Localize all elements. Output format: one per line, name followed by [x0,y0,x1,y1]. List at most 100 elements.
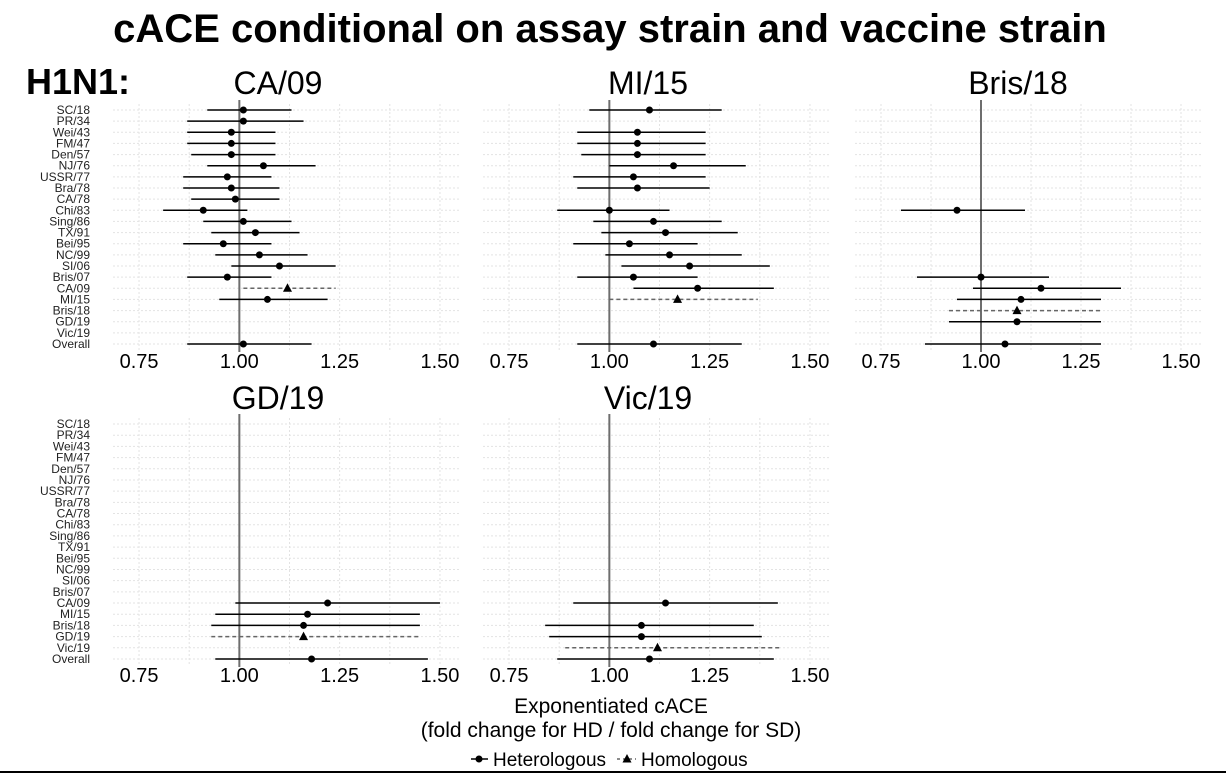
point-estimate-homologous [299,631,309,641]
point-estimate-heterologous [227,184,235,192]
x-tick-label: 1.50 [790,351,829,373]
category-label: NJ/76 [59,159,91,173]
point-estimate-heterologous [1001,340,1009,348]
point-estimate-heterologous [255,251,263,259]
panel-Vic-19: Vic/19 0.75 1.00 1.25 1.50 [483,380,830,687]
x-tick-label: 1.00 [220,665,259,687]
category-label: Den/57 [51,148,90,162]
category-label: Vic/19 [57,326,90,340]
bottom-rule [0,771,1226,773]
legend-heterologous-label: Heterologous [493,750,606,771]
point-estimate-heterologous [231,195,239,203]
point-estimate-heterologous [239,106,247,114]
x-axis-subtitle: (fold change for HD / fold change for SD… [421,719,802,742]
panel-grid [483,418,830,665]
category-label: Bei/95 [56,237,90,251]
category-label: USSR/77 [40,484,90,498]
panel-title: MI/15 [608,65,688,101]
point-estimate-heterologous [645,655,653,663]
x-tick-label: 1.00 [220,351,259,373]
category-label: TX/91 [58,226,90,240]
point-estimate-heterologous [219,240,227,248]
category-label: Vic/19 [57,641,90,655]
x-tick-labels: 0.75 1.00 1.25 1.50 [120,665,460,687]
point-estimate-heterologous [223,173,231,181]
category-label: GD/19 [55,315,90,329]
legend-homologous-label: Homologous [641,750,748,771]
x-tick-label: 0.75 [490,351,529,373]
category-label: Overall [52,337,90,351]
point-estimate-heterologous [199,206,207,214]
x-tick-label: 0.75 [490,665,529,687]
category-label: Chi/83 [55,518,90,532]
point-estimate-heterologous [662,599,670,607]
category-label: NC/99 [56,562,90,576]
point-estimate-heterologous [275,262,283,270]
category-label: CA/09 [57,596,91,610]
point-estimate-heterologous [637,633,645,641]
x-tick-label: 0.75 [120,665,159,687]
point-estimate-heterologous [633,151,641,159]
point-estimate-heterologous [263,295,271,303]
estimates [901,206,1121,348]
category-label: NJ/76 [59,473,91,487]
category-label: Overall [52,652,90,666]
point-estimate-heterologous [662,229,670,237]
point-estimate-heterologous [239,217,247,225]
subtype-label: H1N1: [26,61,130,102]
category-label: TX/91 [58,540,90,554]
category-label: MI/15 [60,607,90,621]
point-estimate-heterologous [239,340,247,348]
point-estimate-heterologous [637,621,645,629]
legend-heterologous-marker [475,755,483,763]
point-estimate-heterologous [239,117,247,125]
category-label: CA/09 [57,281,91,295]
figure-title: cACE conditional on assay strain and vac… [113,7,1107,51]
point-estimate-heterologous [629,273,637,281]
point-estimate-homologous [1012,305,1022,315]
point-estimate-heterologous [649,340,657,348]
point-estimate-heterologous [227,128,235,136]
x-tick-label: 1.25 [320,665,359,687]
point-estimate-heterologous [251,229,259,237]
category-label: CA/78 [57,192,91,206]
category-label: PR/34 [57,114,91,128]
legend-homologous-marker [622,754,632,763]
category-label: MI/15 [60,292,90,306]
category-label: FM/47 [56,136,90,150]
point-estimate-heterologous [633,184,641,192]
estimates [163,106,336,348]
category-label: Bris/07 [53,270,91,284]
point-estimate-homologous [652,642,662,652]
category-label: SI/06 [62,574,90,588]
point-estimate-heterologous [1013,318,1021,326]
point-estimate-heterologous [227,151,235,159]
category-labels: SC/18PR/34Wei/43FM/47Den/57NJ/76USSR/77B… [40,417,90,666]
x-tick-label: 1.25 [320,351,359,373]
x-tick-label: 1.50 [1162,351,1201,373]
category-label: Sing/86 [49,529,90,543]
category-label: Bei/95 [56,551,90,565]
point-estimate-heterologous [308,655,316,663]
point-estimate-heterologous [300,621,308,629]
panel-title: Bris/18 [968,65,1068,101]
point-estimate-heterologous [694,284,702,292]
panel-title: Vic/19 [604,380,692,416]
x-tick-label: 1.00 [962,351,1001,373]
panel-grid [113,418,460,665]
estimates [545,599,782,663]
point-estimate-heterologous [304,610,312,618]
category-label: Wei/43 [53,125,90,139]
category-label: GD/19 [55,630,90,644]
point-estimate-heterologous [670,162,678,170]
panel-GD-19: GD/19SC/18PR/34Wei/43FM/47Den/57NJ/76USS… [40,380,460,687]
panel-grid [113,104,460,350]
point-estimate-heterologous [686,262,694,270]
panel-title: CA/09 [234,65,323,101]
x-tick-label: 1.50 [420,665,459,687]
x-tick-labels: 0.75 1.00 1.25 1.50 [490,665,830,687]
point-estimate-heterologous [259,162,267,170]
category-label: Bris/07 [53,585,91,599]
point-estimate-heterologous [953,206,961,214]
